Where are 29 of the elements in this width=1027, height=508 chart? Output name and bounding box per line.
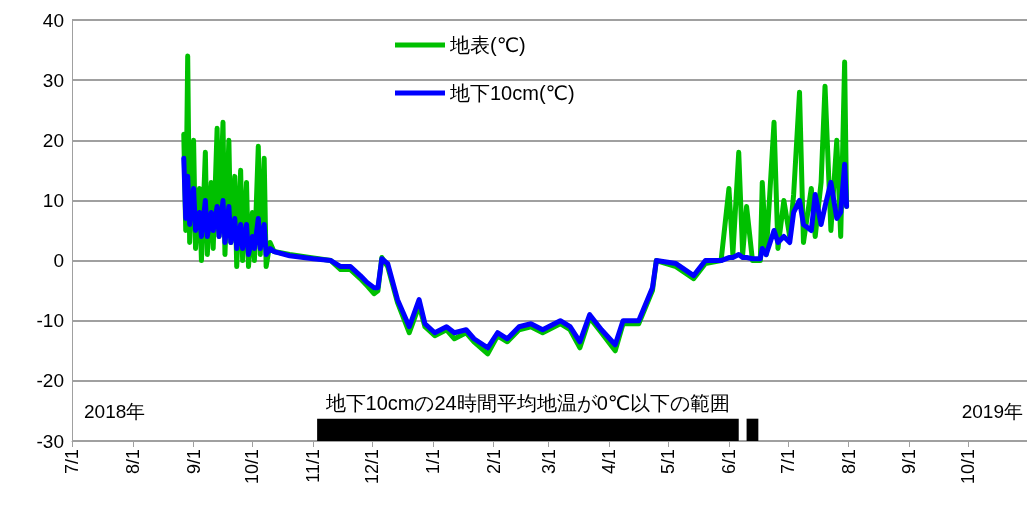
x-tick-label: 7/1 — [62, 449, 82, 475]
x-tick-label: 3/1 — [538, 449, 559, 475]
x-tick-label: 8/1 — [122, 449, 143, 475]
y-tick-label: -10 — [36, 310, 64, 332]
legend-label: 地表(℃) — [449, 34, 526, 56]
x-tick-label: 6/1 — [718, 449, 739, 475]
y-tick-label: -20 — [36, 370, 64, 392]
x-tick-label: 11/1 — [303, 449, 324, 483]
x-tick-label: 12/1 — [362, 449, 383, 485]
y-tick-label: 10 — [42, 189, 64, 211]
y-tick-label: 40 — [42, 9, 64, 31]
band-label: 地下10cmの24時間平均地温が0℃以下の範囲 — [324, 391, 731, 414]
x-tick-label: 10/1 — [242, 449, 263, 485]
annotation: 2018年 — [84, 401, 146, 422]
annotation: 2019年 — [961, 401, 1024, 422]
x-tick-label: 8/1 — [838, 449, 859, 475]
y-tick-label: -30 — [36, 430, 64, 452]
x-tick-label: 2/1 — [483, 449, 504, 475]
y-tick-label: 0 — [53, 250, 64, 272]
y-tick-label: 20 — [42, 129, 64, 151]
x-tick-label: 10/1 — [958, 449, 979, 485]
x-tick-label: 9/1 — [899, 449, 920, 475]
x-tick-label: 1/1 — [422, 449, 443, 475]
legend-label: 地下10cm(℃) — [449, 82, 575, 104]
x-tick-label: 5/1 — [658, 449, 679, 475]
x-tick-label: 4/1 — [599, 449, 620, 475]
x-tick-label: 7/1 — [777, 449, 798, 475]
x-tick-label: 9/1 — [183, 449, 204, 475]
y-tick-label: 30 — [42, 69, 64, 91]
